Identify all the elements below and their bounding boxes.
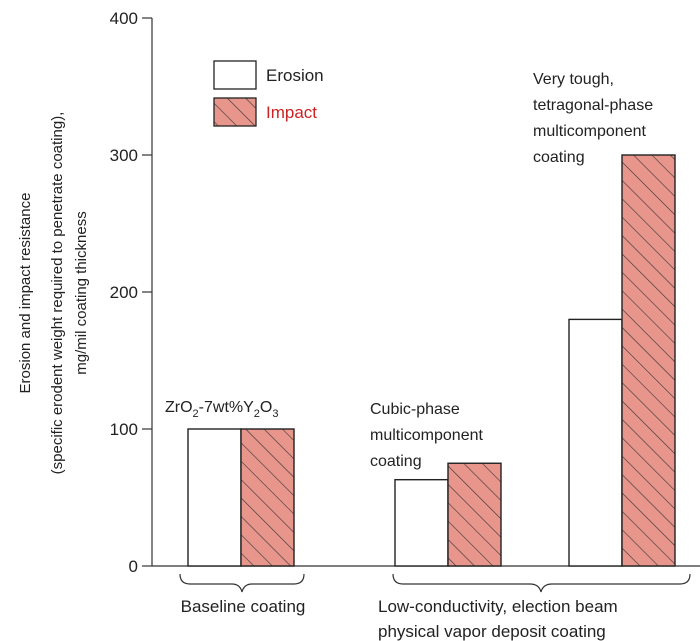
annotation-tetragonal-line-2: tetragonal-phase (533, 97, 653, 114)
bar-erosion-0 (187, 428, 242, 567)
y-ticks: 0 100 200 300 400 (110, 9, 152, 576)
bar-erosion-2 (568, 318, 623, 567)
bar-impact-1 (447, 462, 502, 567)
annotation-tetragonal-line-3: multicomponent (533, 123, 647, 140)
group-label-low-conductivity-line-2: physical vapor deposit coating (378, 622, 606, 641)
y-axis-title: Erosion and impact resistance (specific … (17, 112, 90, 475)
annotation-cubic-line-2: multicomponent (370, 427, 484, 444)
y-tick-label-400: 400 (110, 9, 138, 28)
y-axis-title-line-1: Erosion and impact resistance (17, 193, 34, 394)
y-axis-title-line-3: mg/mil coating thickness (73, 211, 90, 374)
bars (187, 154, 676, 567)
legend: Erosion Impact (213, 60, 324, 127)
annotation-tetragonal-line-4: coating (533, 149, 585, 166)
group-label-low-conductivity-line-1: Low-conductivity, election beam (378, 597, 618, 616)
bar-impact-0 (240, 428, 295, 567)
bar-erosion-1 (394, 478, 449, 567)
legend-label-impact: Impact (266, 103, 317, 122)
legend-swatch-erosion (213, 60, 257, 90)
bar-impact-2 (621, 154, 676, 567)
annotation-tetragonal-line-1: Very tough, (533, 71, 614, 88)
group-label-baseline: Baseline coating (181, 597, 306, 616)
annotation-cubic-line-1: Cubic-phase (370, 401, 460, 418)
y-tick-label-0: 0 (129, 557, 138, 576)
annotation-tetragonal: Very tough, tetragonal-phase multicompon… (533, 71, 653, 166)
y-axis-title-line-2: (specific erodent weight required to pen… (49, 112, 66, 475)
y-tick-label-100: 100 (110, 420, 138, 439)
annotation-cubic: Cubic-phase multicomponent coating (370, 401, 484, 470)
legend-swatch-impact (213, 97, 257, 127)
annotation-cubic-line-3: coating (370, 453, 422, 470)
y-tick-label-200: 200 (110, 283, 138, 302)
y-tick-label-300: 300 (110, 146, 138, 165)
annotation-baseline: ZrO2-7wt%Y2O3 (165, 399, 279, 420)
brace-baseline (179, 573, 305, 593)
legend-label-erosion: Erosion (266, 66, 324, 85)
brace-low-conductivity (392, 573, 691, 593)
